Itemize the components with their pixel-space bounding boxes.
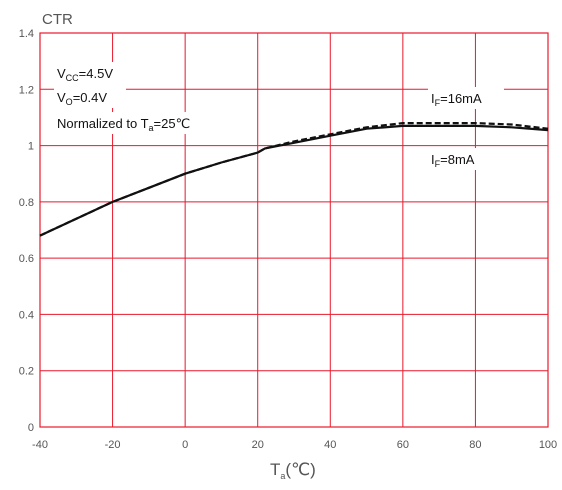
- x-tick-label: -40: [32, 439, 48, 451]
- annotation-vo: VO=0.4V: [57, 90, 107, 107]
- y-tick-label: 0.8: [19, 197, 34, 209]
- annotation-normalized: Normalized to Ta=25℃: [57, 116, 190, 133]
- y-tick-label: 0: [28, 422, 34, 434]
- x-tick-label: 100: [539, 439, 557, 451]
- x-tick-label: 40: [324, 439, 336, 451]
- y-tick-label: 0.4: [19, 309, 34, 321]
- y-tick-label: 0.2: [19, 366, 34, 378]
- x-tick-label: -20: [105, 439, 121, 451]
- y-axis-label: CTR: [42, 11, 73, 28]
- legend-label-if-16ma: IF=16mA: [431, 91, 482, 108]
- annotation-bg-1: [54, 62, 126, 108]
- plot-frame: [39, 32, 549, 428]
- annotation-bg-2: [54, 112, 234, 134]
- legend-bg-16ma: [428, 87, 504, 109]
- tick-labels: -40 -20 0 20 40 60 80 100 0 0.2 0.4 0.6 0.8 1 1.2 1.4: [19, 28, 557, 451]
- x-tick-label: 60: [397, 439, 409, 451]
- x-tick-label: 0: [182, 439, 188, 451]
- x-axis-label: Ta(℃): [270, 460, 316, 481]
- y-tick-label: 1.2: [19, 84, 34, 96]
- series-line-1: [39, 124, 549, 237]
- x-axis-label-unit: (℃): [285, 460, 315, 479]
- x-axis-label-main: T: [270, 460, 280, 479]
- x-tick-label: 80: [469, 439, 481, 451]
- legend-bg-8ma: [428, 148, 492, 170]
- grid: [39, 32, 549, 428]
- y-tick-label: 1: [28, 141, 34, 153]
- x-axis-label-sub: a: [280, 471, 285, 481]
- series-lines: [39, 122, 549, 237]
- legend-label-if-8ma: IF=8mA: [431, 152, 475, 169]
- annotation-vcc: VCC=4.5V: [57, 66, 113, 83]
- y-tick-label: 1.4: [19, 28, 34, 40]
- y-tick-label: 0.6: [19, 253, 34, 265]
- x-tick-label: 20: [252, 439, 264, 451]
